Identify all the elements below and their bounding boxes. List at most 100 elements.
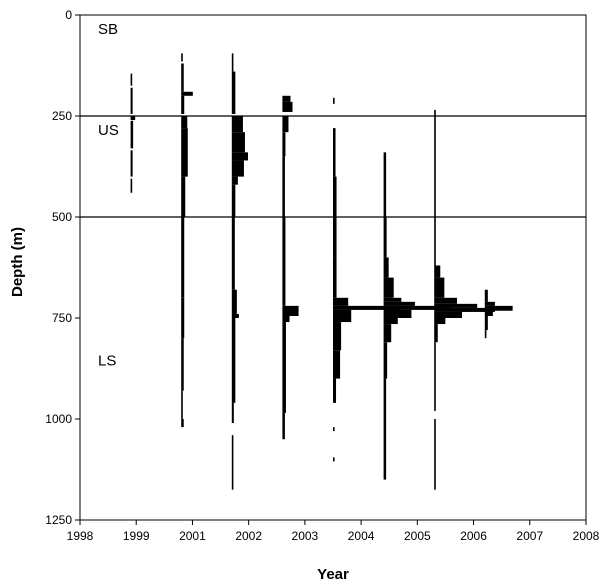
profile-bar [333,257,337,298]
profile-bar [282,116,289,133]
y-axis-ticks: 0 250 500 750 1000 1250 [45,8,80,527]
profile-bar [130,150,133,177]
profile-bar [484,289,488,302]
profile-bar [181,63,184,92]
x-tick-label: 1999 [123,529,150,543]
profile-bar [282,95,291,102]
profile-bar [434,297,457,304]
profile-bar [434,265,441,278]
profile-bar [231,176,238,185]
profile-bar [333,97,335,104]
profile-2003 [282,95,299,440]
x-tick-label: 2005 [404,529,431,543]
profile-bar [383,324,392,343]
profile-2005 [383,152,451,480]
profile-bar [383,301,415,306]
profile-bar [231,116,243,133]
depth-profiles [130,53,513,490]
profile-bar [130,120,134,149]
profile-bar [130,116,136,121]
profile-bar [130,178,133,193]
y-axis-title: Depth (m) [9,227,26,297]
profile-bar [282,412,285,440]
profile-bar [333,457,335,462]
profile-bar [434,342,436,411]
profile-bar [282,217,286,306]
profile-1999 [130,73,136,193]
profile-bar [434,217,436,266]
x-tick-label: 2008 [573,529,600,543]
profile-bar [181,217,185,298]
profile-bar [231,289,237,314]
profile-2002 [231,53,248,490]
profile-bar [282,156,285,217]
profile-bar [130,87,133,114]
profile-bar [181,116,188,129]
x-tick-label: 2002 [235,529,262,543]
profile-bar [231,402,234,424]
profile-bar [231,313,239,318]
x-tick-label: 2004 [348,529,375,543]
profile-bar [231,71,236,114]
profile-bar [434,307,495,312]
profile-bar [333,297,349,306]
zone-labels: SB US LS [98,21,119,369]
profile-bar [383,217,387,258]
profile-bar [181,128,188,177]
profile-bar [231,132,245,153]
y-tick-label: 1250 [45,513,72,527]
profile-bar [383,342,388,379]
y-tick-label: 1000 [45,412,72,426]
zone-label-us: US [98,122,119,139]
profile-bar [484,330,487,339]
profile-bar [434,277,445,298]
profile-bar [333,128,336,177]
profile-2004 [333,97,400,462]
profile-bar [484,315,488,331]
x-axis-ticks: 1998 1999 2001 2002 2003 2004 2005 2006 2007 2008 [67,520,600,543]
y-tick-label: 750 [52,311,72,325]
zone-label-ls: LS [98,353,116,370]
profile-bar [181,390,183,419]
plot-area-frame [79,14,587,521]
profile-bar [434,324,438,343]
profile-bar [231,435,234,490]
profile-bar [181,297,185,339]
profile-bar [484,301,495,306]
profile-bar [434,303,478,308]
profile-bar [383,257,389,278]
x-axis-title: Year [317,566,349,583]
profile-bar [231,184,236,217]
profile-bar [181,176,186,217]
x-tick-label: 2007 [516,529,543,543]
profile-bar [333,305,400,310]
x-tick-label: 2006 [460,529,487,543]
profile-bar [130,73,133,86]
profile-bar [181,419,184,428]
x-tick-label: 2001 [179,529,206,543]
profile-2007 [484,289,513,339]
profile-bar [434,419,436,490]
profile-bar [383,309,412,318]
profile-bar [231,318,236,403]
profile-bar [383,277,394,298]
zone-label-sb: SB [98,21,118,38]
profile-bar [282,322,286,413]
x-tick-label: 2003 [292,529,319,543]
profile-bar [383,152,387,217]
profile-bar [181,91,193,96]
profile-bar [333,427,335,432]
profile-bar [282,305,299,316]
profile-2006 [434,109,495,490]
profile-2001 [181,53,193,428]
profile-bar [181,53,183,62]
profile-bar [333,350,341,379]
profile-bar [333,322,342,351]
profile-bar [383,305,451,310]
profile-bar [231,160,244,177]
profile-bar [383,297,402,302]
profile-bar [484,310,493,316]
profile-bar [333,176,337,258]
profile-bar [181,95,185,114]
